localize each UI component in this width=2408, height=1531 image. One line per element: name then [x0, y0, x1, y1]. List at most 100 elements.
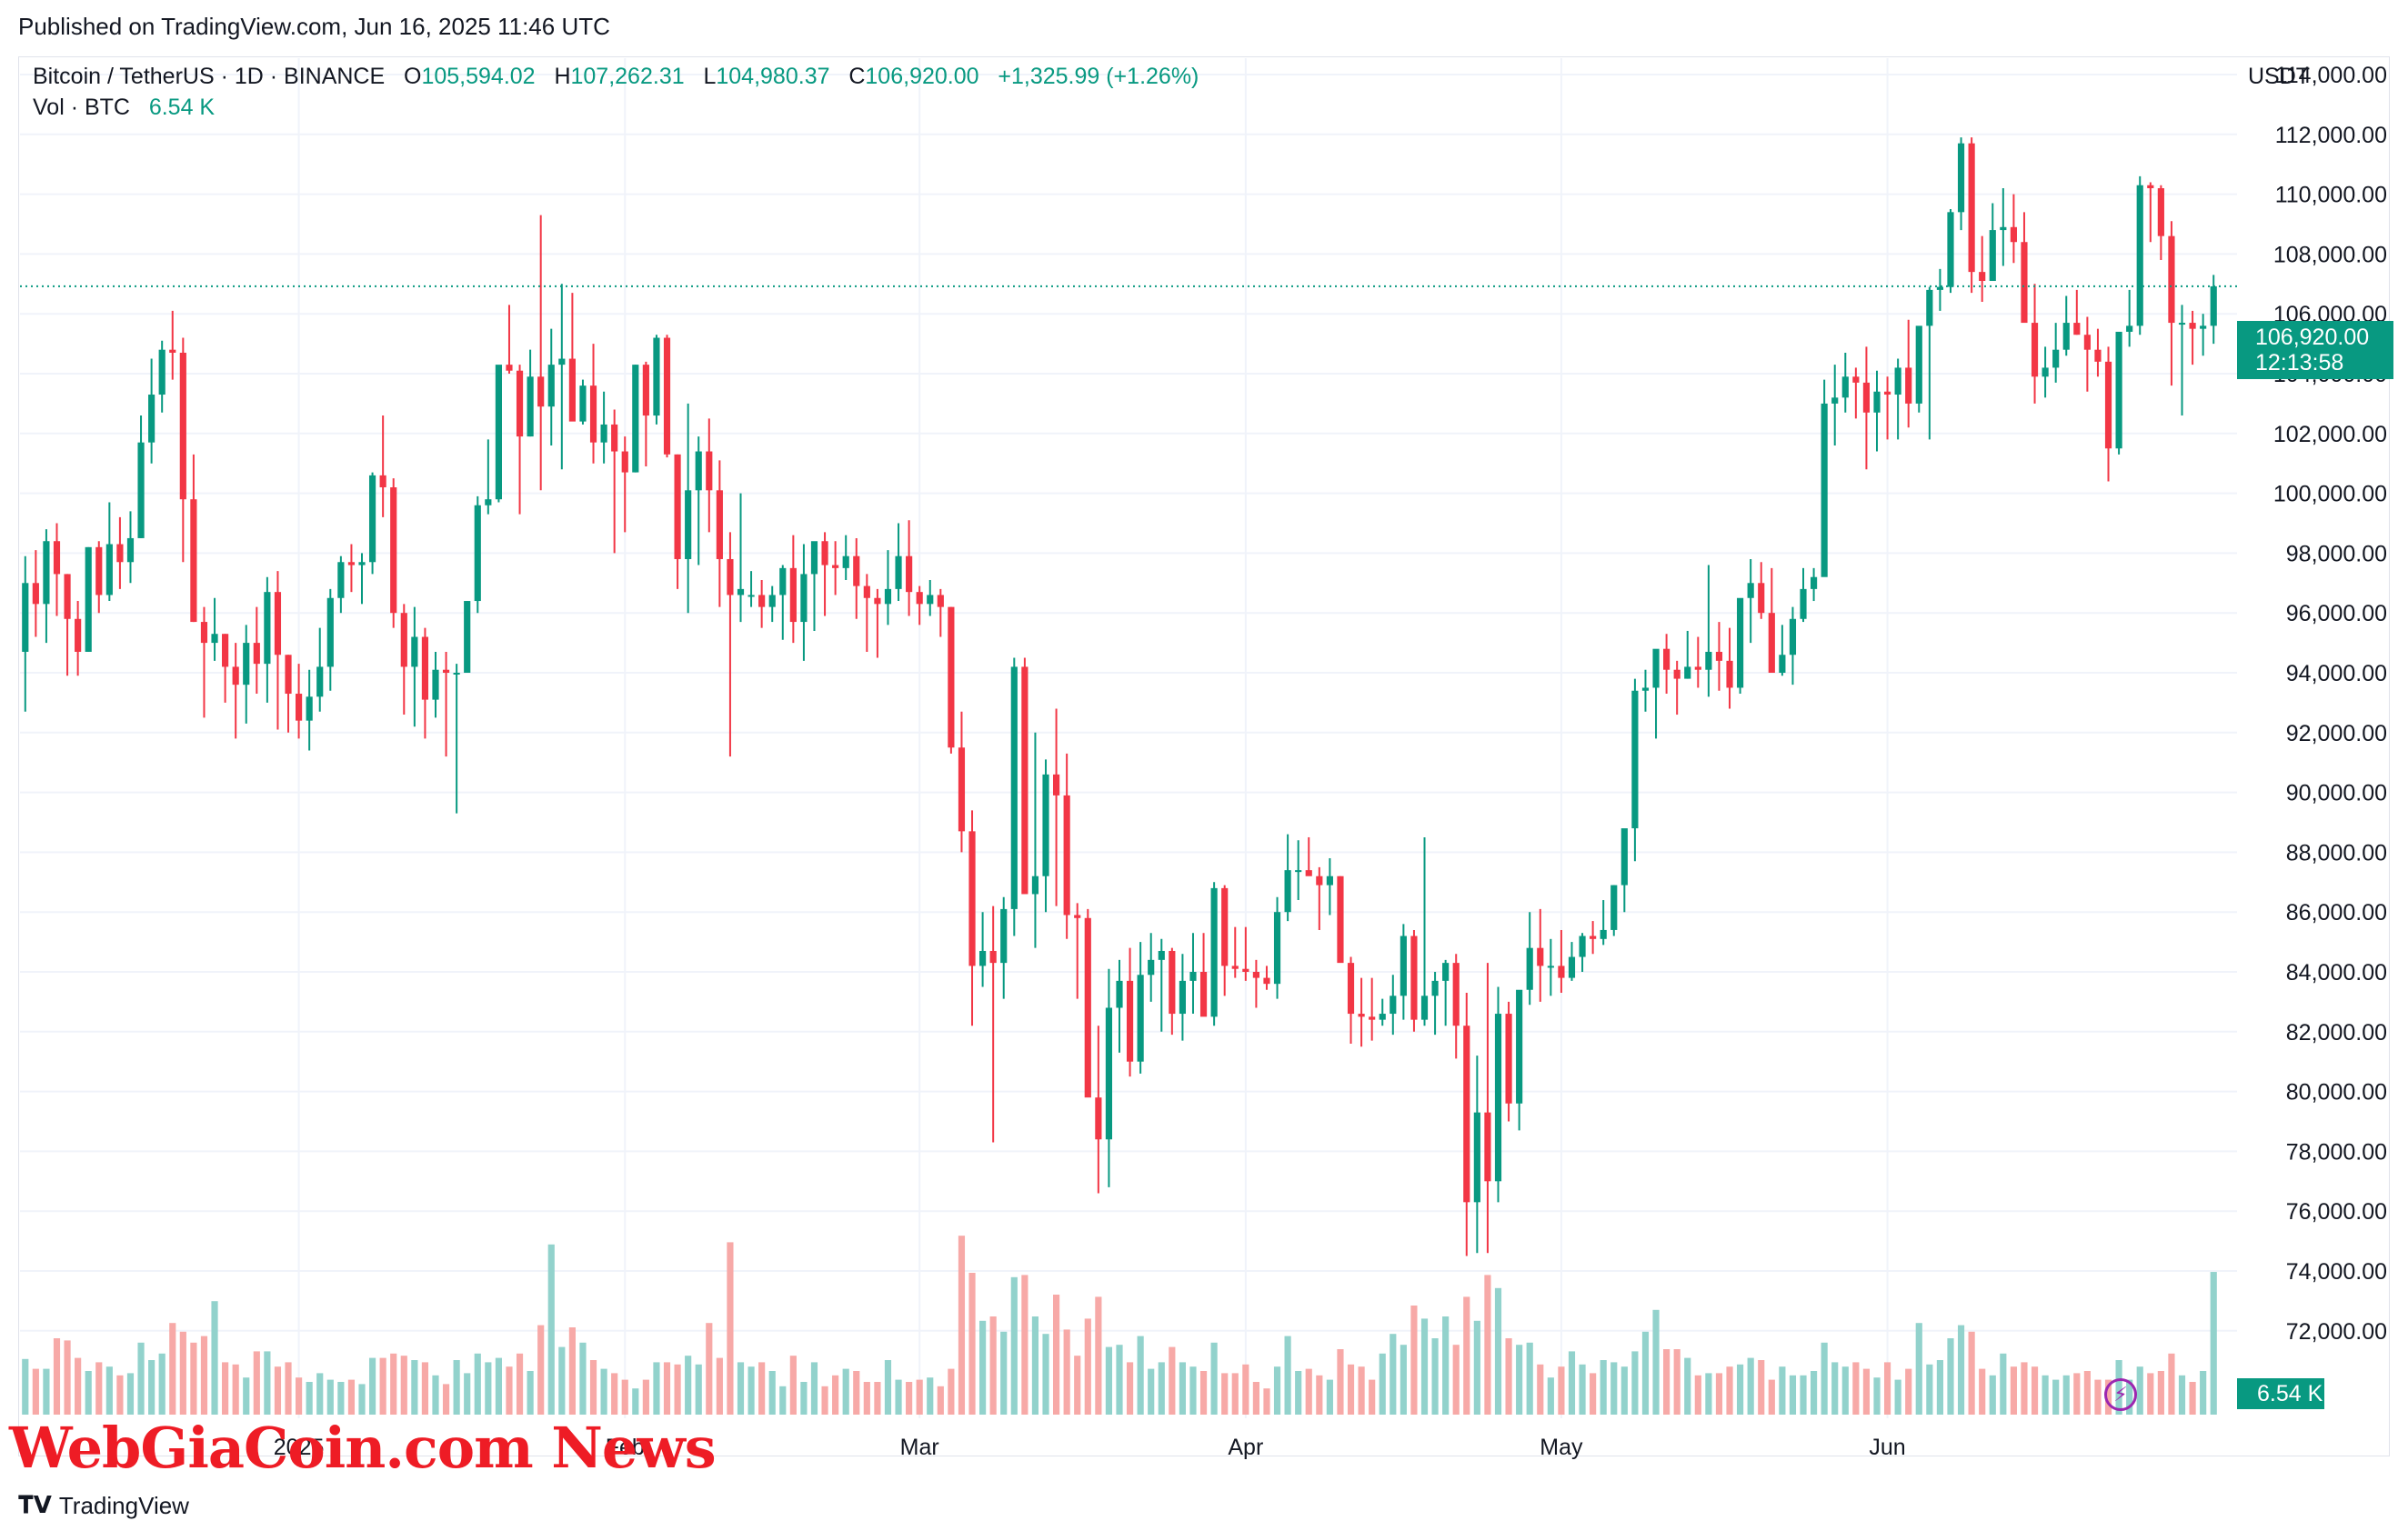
candle-body	[1883, 391, 1891, 395]
lightning-icon[interactable]: ⚡	[2104, 1378, 2137, 1411]
volume-bar	[874, 1382, 881, 1415]
volume-bar	[1926, 1364, 1933, 1415]
volume-bar	[1779, 1366, 1786, 1415]
time-axis-label: Mar	[900, 1435, 939, 1460]
candle-body	[1084, 917, 1091, 1098]
volume-bar	[253, 1351, 260, 1415]
candle-body	[1968, 143, 1975, 273]
volume-bar	[1694, 1375, 1701, 1415]
candle-body	[1316, 876, 1323, 886]
candle-body	[1158, 950, 1165, 960]
volume-bar	[727, 1242, 734, 1415]
candle-body	[390, 487, 397, 614]
candle-body	[1169, 950, 1176, 1015]
candle-body	[1410, 936, 1418, 1020]
tradingview-logo[interactable]: 𝐓𝗩 TradingView	[18, 1491, 189, 1520]
candle-body	[632, 365, 639, 473]
candle-body	[611, 424, 618, 452]
volume-bar	[1537, 1364, 1544, 1415]
volume-bar	[432, 1375, 439, 1415]
candle-body	[1862, 382, 1871, 413]
price-axis-label: 72,000.00	[2286, 1319, 2387, 1345]
candle-body	[1431, 980, 1439, 996]
volume-bar	[937, 1386, 944, 1415]
candle-body	[1705, 651, 1712, 670]
candle-body	[642, 365, 649, 416]
candle-body	[989, 950, 997, 964]
candle-body	[400, 613, 407, 667]
candle-body	[1905, 367, 1912, 404]
volume-bar	[337, 1382, 345, 1415]
candle-body	[485, 499, 492, 505]
volume-bar	[2000, 1353, 2007, 1415]
volume-bar	[1831, 1362, 1839, 1415]
candle-body	[1369, 1016, 1376, 1020]
volume-bar	[1600, 1360, 1607, 1415]
volume-bar	[1137, 1336, 1144, 1415]
symbol-title[interactable]: Bitcoin / TetherUS · 1D · BINANCE	[33, 64, 386, 89]
candle-body	[2115, 331, 2122, 449]
candle-body	[1231, 966, 1239, 969]
candle-body	[948, 606, 955, 748]
candle-body	[1031, 876, 1039, 895]
candle-body	[453, 673, 460, 675]
volume-legend: Vol · BTC 6.54 K	[33, 95, 215, 121]
candle-body	[411, 636, 418, 667]
volume-bar	[853, 1371, 860, 1415]
candle-body	[895, 555, 902, 589]
candle-body	[621, 451, 628, 473]
volume-bar	[1568, 1351, 1576, 1415]
candle-body	[43, 541, 50, 605]
volume-bar	[758, 1362, 766, 1415]
candle-body	[2042, 367, 2049, 377]
candle-body	[1000, 908, 1008, 964]
low-value: 104,980.37	[716, 64, 830, 89]
volume-bar	[2168, 1353, 2175, 1415]
candle-body	[22, 583, 29, 652]
candle-body	[2147, 185, 2154, 189]
currency-label[interactable]: USDT	[2248, 64, 2311, 89]
volume-bar	[1179, 1362, 1187, 1415]
candle-body	[2178, 323, 2186, 325]
volume-bar	[1221, 1373, 1229, 1415]
volume-bar	[948, 1368, 955, 1415]
volume-bar	[64, 1340, 71, 1415]
volume-label[interactable]: Vol · BTC	[33, 95, 130, 120]
candle-body	[1684, 666, 1691, 679]
candle-body	[32, 583, 39, 605]
candle-body	[1789, 618, 1797, 655]
candle-body	[1052, 774, 1060, 796]
volume-bar	[2200, 1371, 2207, 1415]
volume-bar	[1590, 1373, 1597, 1415]
low-label: L	[703, 64, 717, 89]
candle-body	[2062, 323, 2070, 350]
candle-body	[779, 567, 787, 595]
current-price-label: 106,920.00 12:13:58	[2237, 321, 2393, 379]
candle-body	[211, 634, 218, 644]
candle-body	[1337, 876, 1344, 964]
candle-body	[653, 337, 660, 416]
volume-bar	[43, 1368, 50, 1415]
volume-bar	[232, 1364, 239, 1415]
candle-body	[832, 565, 839, 568]
candle-body	[316, 666, 324, 697]
candle-body	[495, 365, 502, 500]
volume-bar	[211, 1301, 218, 1415]
price-axis-label: 74,000.00	[2286, 1259, 2387, 1285]
volume-bar	[1915, 1323, 1922, 1415]
volume-bar	[685, 1356, 692, 1415]
candle-body	[727, 558, 734, 595]
volume-bar	[1463, 1296, 1470, 1415]
volume-bar	[958, 1236, 966, 1415]
volume-bar	[863, 1382, 870, 1415]
candle-body	[768, 595, 776, 607]
volume-bar	[779, 1386, 787, 1415]
current-price-value: 106,920.00	[2255, 325, 2370, 350]
candle-body	[169, 349, 176, 353]
volume-bar	[1021, 1275, 1028, 1415]
candle-body	[432, 669, 439, 700]
candle-body	[979, 950, 987, 966]
volume-bar	[600, 1368, 607, 1415]
high-label: H	[554, 64, 571, 89]
